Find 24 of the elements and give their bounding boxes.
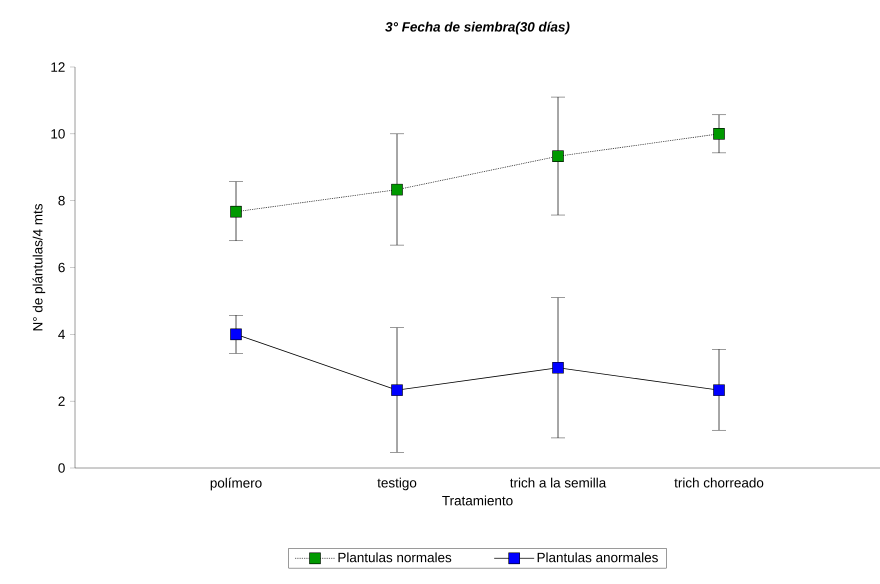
- x-tick-label: trich a la semilla: [510, 478, 606, 488]
- point: [230, 206, 242, 218]
- point: [230, 328, 242, 340]
- point: [713, 384, 725, 396]
- point: [552, 362, 564, 374]
- y-tick-label: 8: [58, 196, 65, 206]
- y-tick-label: 4: [58, 330, 65, 339]
- y-tick-label: 10: [51, 129, 65, 139]
- x-tick-label: testigo: [377, 478, 416, 490]
- chart-title: 3° Fecha de siembra(30 días): [385, 22, 570, 34]
- y-tick-label: 2: [58, 396, 65, 406]
- y-axis-title: N° de plántulas/4 mts: [32, 204, 46, 330]
- legend-label: Plantulas normales: [338, 552, 452, 562]
- point: [713, 128, 725, 140]
- y-tick-label: 0: [58, 463, 65, 473]
- legend-label: Plantulas anormales: [538, 552, 658, 562]
- y-tick-label: 6: [58, 262, 65, 272]
- y-tick-label: 12: [51, 62, 65, 72]
- x-tick-label: trich chorreado: [674, 478, 764, 488]
- point: [391, 384, 403, 396]
- x-tick-label: polímero: [210, 478, 262, 490]
- x-axis-title: Tratamiento: [442, 496, 513, 506]
- point: [552, 150, 564, 162]
- point: [391, 184, 403, 196]
